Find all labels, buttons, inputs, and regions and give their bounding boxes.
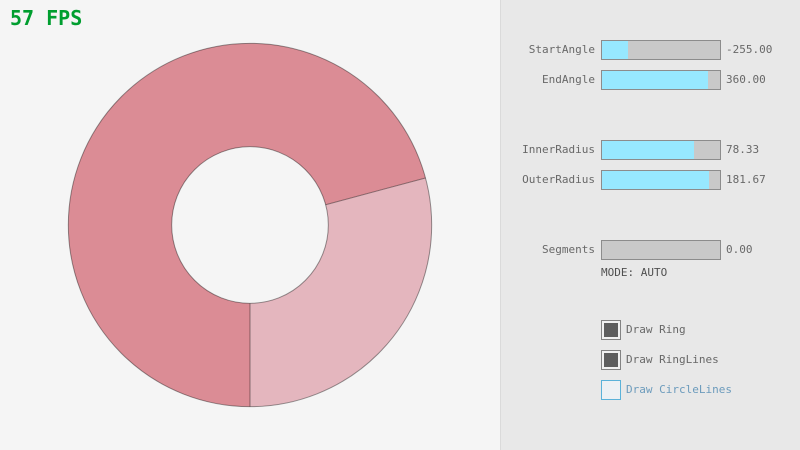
inner-radius-slider-fill: [602, 141, 695, 159]
donut-ring-figure: [67, 42, 433, 408]
end-angle-slider[interactable]: [601, 70, 721, 90]
outer-radius-label: OuterRadius: [522, 173, 595, 186]
ring-end-line: [325, 177, 426, 206]
end-angle-slider-fill: [602, 71, 709, 89]
start-angle-slider-fill: [602, 41, 628, 59]
segments-mode-text: MODE: AUTO: [601, 266, 668, 279]
control-panel: StartAngle -255.00 EndAngle 360.00 Inner…: [500, 0, 800, 450]
draw-ringlines-checkbox-label: Draw RingLines: [626, 353, 719, 366]
draw-circlelines-checkbox-label: Draw CircleLines: [626, 383, 732, 396]
start-angle-value: -255.00: [726, 43, 773, 56]
inner-radius-label: InnerRadius: [522, 143, 595, 156]
ring-outer-outline: [67, 42, 433, 408]
draw-ring-checkbox-label: Draw Ring: [626, 323, 686, 336]
ring-inner-outline: [171, 146, 329, 304]
outer-radius-slider[interactable]: [601, 170, 721, 190]
inner-radius-value: 78.33: [726, 143, 760, 156]
start-angle-label: StartAngle: [528, 43, 595, 56]
end-angle-value: 360.00: [726, 73, 766, 86]
fps-counter: 57 FPS: [10, 6, 83, 30]
inner-radius-slider[interactable]: [601, 140, 721, 160]
end-angle-label: EndAngle: [542, 73, 595, 86]
outer-radius-value: 181.67: [726, 173, 766, 186]
checkmark-icon: [604, 323, 618, 337]
segments-slider[interactable]: [601, 240, 721, 260]
start-angle-slider[interactable]: [601, 40, 721, 60]
ring-sector-single: [250, 177, 432, 407]
ring-sector-double-overlap: [68, 43, 426, 407]
draw-circlelines-checkbox[interactable]: [601, 380, 621, 400]
outer-radius-slider-fill: [602, 171, 710, 189]
segments-label: Segments: [542, 243, 595, 256]
segments-value: 0.00: [726, 243, 753, 256]
draw-ringlines-checkbox[interactable]: [601, 350, 621, 370]
draw-ring-checkbox[interactable]: [601, 320, 621, 340]
checkmark-icon: [604, 353, 618, 367]
